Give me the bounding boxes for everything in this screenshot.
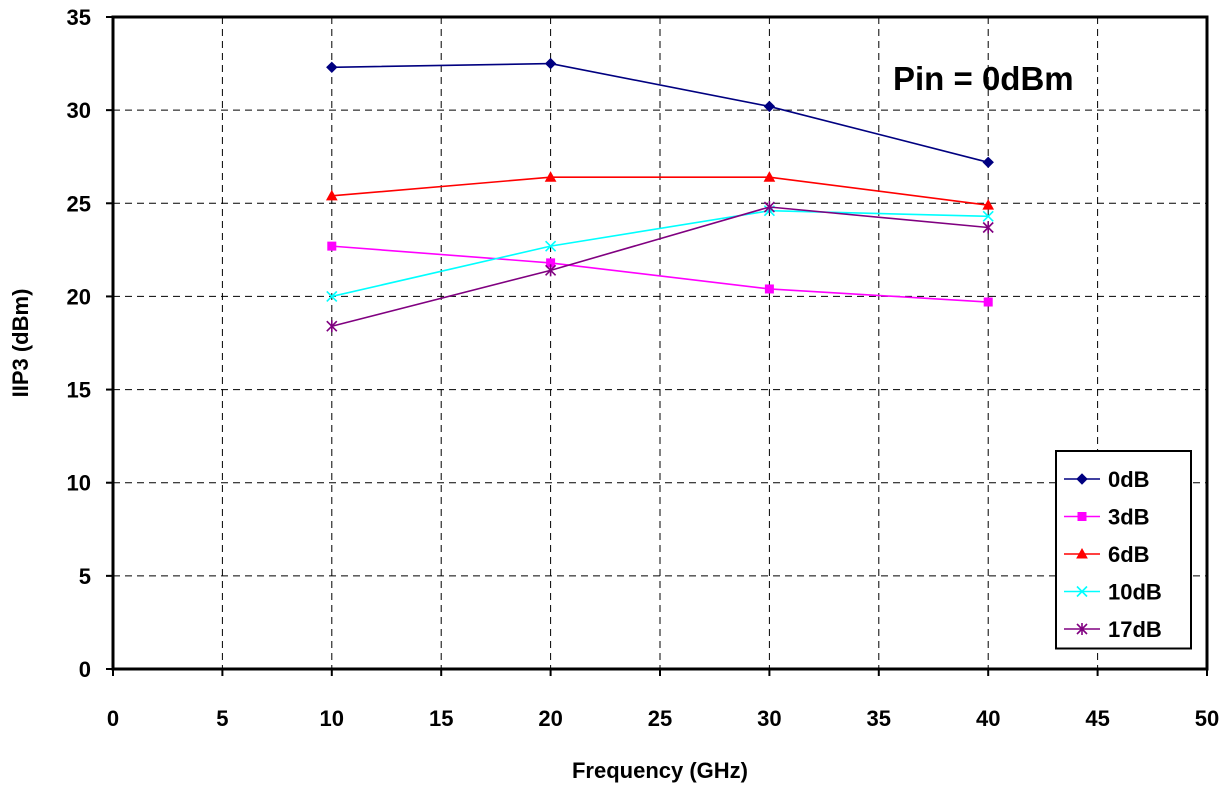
y-tick-label: 10 — [67, 471, 91, 496]
series-10dB — [326, 205, 994, 302]
legend: 0dB 3dB 6dB 10dB 17dB — [1055, 450, 1192, 650]
x-tick-label: 40 — [976, 706, 1000, 731]
y-tick-label: 15 — [67, 378, 91, 403]
y-tick-label: 5 — [79, 564, 91, 589]
y-tick-label: 20 — [67, 284, 91, 309]
data-point-17dB — [326, 320, 338, 333]
data-point-10dB — [982, 210, 994, 222]
y-tick-label: 30 — [67, 98, 91, 123]
series-line-17dB — [331, 206, 989, 328]
x-tick-label: 0 — [107, 706, 119, 731]
x-tick-label: 5 — [216, 706, 228, 731]
y-axis-label: IIP3 (dBm) — [8, 289, 33, 398]
y-tick-label: 35 — [67, 5, 91, 30]
y-tick-label: 0 — [79, 657, 91, 682]
data-point-6dB — [982, 199, 995, 210]
series-6dB — [325, 171, 995, 210]
legend-item-0dB: 0dB — [1064, 467, 1150, 492]
x-tick-label: 25 — [648, 706, 672, 731]
x-tick-label: 50 — [1195, 706, 1219, 731]
series-17dB — [326, 201, 994, 333]
data-point-17dB — [545, 264, 557, 277]
legend-box — [1055, 450, 1192, 650]
legend-marker — [1076, 585, 1088, 598]
data-point-10dB — [545, 240, 557, 252]
series-3dB — [327, 241, 993, 307]
legend-label: 3dB — [1108, 505, 1150, 530]
x-tick-label: 35 — [867, 706, 891, 731]
legend-item-6dB: 6dB — [1064, 542, 1150, 567]
legend-marker — [1076, 547, 1088, 559]
series-line-3dB — [331, 245, 989, 303]
series-line-0dB — [331, 62, 989, 164]
legend-label: 0dB — [1108, 467, 1150, 492]
x-tick-label: 15 — [429, 706, 453, 731]
data-point-10dB — [326, 290, 338, 302]
series-line-10dB — [331, 209, 989, 298]
x-tick-label: 30 — [757, 706, 781, 731]
data-point-3dB — [327, 241, 337, 251]
data-point-6dB — [763, 171, 776, 182]
legend-item-3dB: 3dB — [1064, 505, 1150, 530]
x-axis-label: Frequency (GHz) — [572, 758, 748, 783]
series-0dB — [326, 57, 994, 169]
marker-stroke — [545, 240, 557, 252]
marker-stroke — [982, 210, 994, 222]
data-point-3dB — [983, 297, 993, 307]
data-point-0dB — [982, 156, 994, 169]
data-point-6dB — [325, 189, 338, 201]
legend-item-10dB: 10dB — [1064, 580, 1162, 605]
legend-label: 17dB — [1108, 617, 1162, 642]
marker-stroke — [326, 290, 338, 302]
tick-layer: 0 5 10 15 20 25 30 35 40 45 50 0 5 10 15 20 25 30 35 — [67, 5, 1220, 731]
x-tick-label: 20 — [538, 706, 562, 731]
series-layer — [325, 57, 995, 333]
data-point-17dB — [763, 201, 775, 214]
data-point-0dB — [326, 61, 338, 74]
x-tick-label: 10 — [320, 706, 344, 731]
legend-item-17dB: 17dB — [1064, 617, 1162, 642]
legend-label: 6dB — [1108, 542, 1150, 567]
data-point-0dB — [763, 100, 776, 113]
data-point-6dB — [544, 171, 557, 182]
pin-annotation: Pin = 0dBm — [893, 60, 1074, 97]
grid-layer — [113, 17, 1207, 669]
data-point-0dB — [544, 57, 557, 70]
plot-frame — [111, 15, 1209, 671]
legend-marker — [1077, 512, 1087, 521]
legend-marker — [1076, 623, 1088, 635]
data-point-17dB — [982, 221, 994, 234]
marker-stroke — [1076, 585, 1088, 598]
series-line-6dB — [331, 176, 989, 206]
data-point-3dB — [764, 284, 774, 294]
y-tick-label: 25 — [67, 191, 91, 216]
legend-marker — [1076, 473, 1088, 485]
x-tick-label: 45 — [1085, 706, 1109, 731]
legend-label: 10dB — [1108, 580, 1162, 605]
